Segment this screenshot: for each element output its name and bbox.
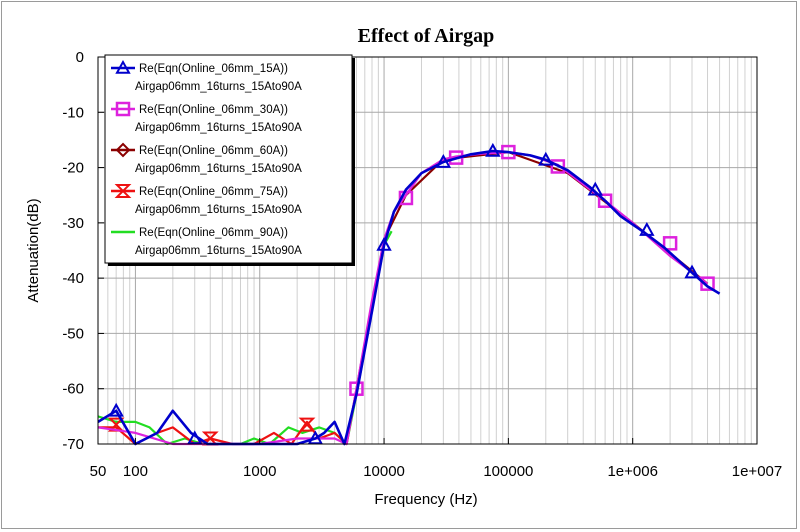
legend-entry-1: Re(Eqn(Online_06mm_15A)) Airgap06mm_16tur… xyxy=(111,59,302,93)
y-tick-label: -10 xyxy=(62,104,84,121)
legend-series-name: Re(Eqn(Online_06mm_30A)) xyxy=(139,104,288,116)
series-marker xyxy=(587,181,603,196)
series-marker xyxy=(187,430,203,445)
series-marker xyxy=(115,59,131,74)
y-tick-label: 0 xyxy=(76,49,84,66)
legend-series-sublabel: Airgap06mm_16turns_15Ato90A xyxy=(135,163,302,175)
series-marker xyxy=(538,151,554,166)
series-marker xyxy=(376,236,392,251)
y-tick-label: -70 xyxy=(62,436,84,453)
x-tick-label: 10000 xyxy=(363,463,405,480)
x-tick-label: 100 xyxy=(123,463,148,480)
series-marker xyxy=(684,264,700,279)
y-tick-label: -60 xyxy=(62,381,84,398)
x-tick-label: 1e+007 xyxy=(732,463,782,480)
series-marker xyxy=(662,236,678,251)
series-marker xyxy=(550,159,566,174)
x-axis-title: Frequency (Hz) xyxy=(374,491,477,508)
y-tick-label: -50 xyxy=(62,325,84,342)
y-axis-title: Attenuation(dB) xyxy=(25,198,42,302)
x-tick-label: 50 xyxy=(90,463,107,480)
series-marker xyxy=(114,184,132,198)
legend-entry-3: Re(Eqn(Online_06mm_60A)) Airgap06mm_16tur… xyxy=(111,142,302,175)
legend-series-name: Re(Eqn(Online_06mm_15A)) xyxy=(139,63,288,75)
series-marker xyxy=(700,276,715,291)
x-tick-label: 1000 xyxy=(243,463,276,480)
series-marker xyxy=(435,153,452,168)
legend-series-sublabel: Airgap06mm_16turns_15Ato90A xyxy=(135,245,302,257)
legend-entry-5: Re(Eqn(Online_06mm_90A)) Airgap06mm_16tur… xyxy=(111,227,302,257)
series-marker xyxy=(115,142,131,158)
y-tick-label: -20 xyxy=(62,160,84,177)
series-marker xyxy=(307,430,324,445)
chart-title: Effect of Airgap xyxy=(358,25,495,47)
series-marker xyxy=(108,402,124,417)
series-marker xyxy=(107,417,125,432)
legend-series-name: Re(Eqn(Online_06mm_75A)) xyxy=(139,186,288,198)
legend-series-name: Re(Eqn(Online_06mm_60A)) xyxy=(139,145,288,157)
legend-series-sublabel: Airgap06mm_16turns_15Ato90A xyxy=(135,81,302,93)
plot-border xyxy=(97,56,758,445)
y-tick-label: -30 xyxy=(62,215,84,232)
legend: Re(Eqn(Online_06mm_15A)) Airgap06mm_16tur… xyxy=(104,54,355,266)
legend-series-name: Re(Eqn(Online_06mm_90A)) xyxy=(139,227,288,239)
series-marker xyxy=(639,221,655,236)
legend-entry-2: Re(Eqn(Online_06mm_30A)) Airgap06mm_16tur… xyxy=(111,101,302,134)
series-marker xyxy=(485,142,501,157)
y-tick-label: -40 xyxy=(62,270,84,287)
legend-series-sublabel: Airgap06mm_16turns_15Ato90A xyxy=(135,122,302,134)
series-marker xyxy=(115,101,131,117)
legend-box xyxy=(104,54,353,264)
axis-layer: 50 100 1000 10000 100000 1e+006 1e+007 0 -10 -20 -… xyxy=(62,49,782,480)
series-marker xyxy=(597,193,613,208)
legend-series-sublabel: Airgap06mm_16turns_15Ato90A xyxy=(135,204,302,216)
x-tick-label: 1e+006 xyxy=(607,463,657,480)
x-tick-label: 100000 xyxy=(483,463,533,480)
series-marker xyxy=(298,417,316,432)
legend-entry-4: Re(Eqn(Online_06mm_75A)) Airgap06mm_16tur… xyxy=(111,184,302,216)
